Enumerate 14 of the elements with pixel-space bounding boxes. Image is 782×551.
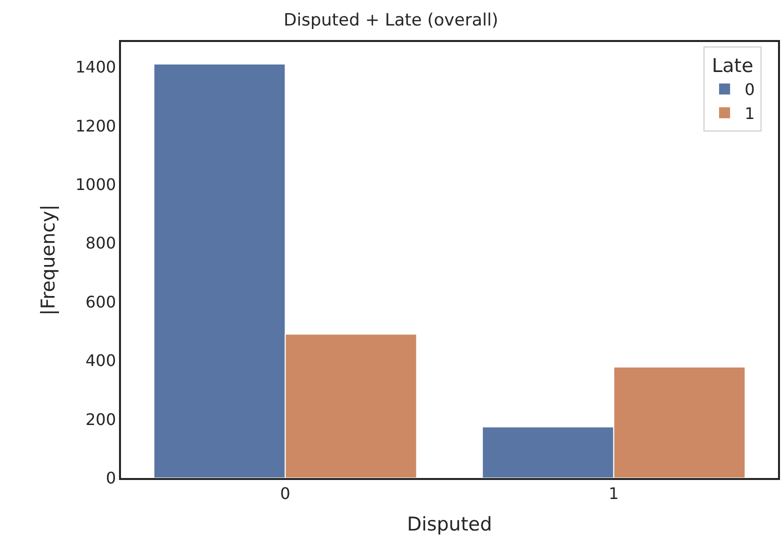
y-tick-label: 400: [86, 351, 116, 370]
chart-title: Disputed + Late (overall): [284, 10, 498, 31]
y-tick-label: 1400: [75, 58, 116, 77]
legend-label: 1: [744, 104, 755, 123]
y-axis-title: |Frequency|: [38, 204, 60, 316]
y-tick-label: 1000: [75, 175, 116, 194]
y-tick-label: 200: [86, 410, 116, 429]
y-tick-label: 600: [86, 292, 116, 312]
x-axis-title: Disputed: [406, 513, 492, 536]
legend-title: Late: [712, 55, 754, 78]
y-tick-label: 1200: [75, 116, 116, 136]
y-tick-label: 800: [86, 234, 116, 253]
legend-label: 0: [744, 80, 755, 100]
y-tick-label: 0: [106, 468, 116, 488]
